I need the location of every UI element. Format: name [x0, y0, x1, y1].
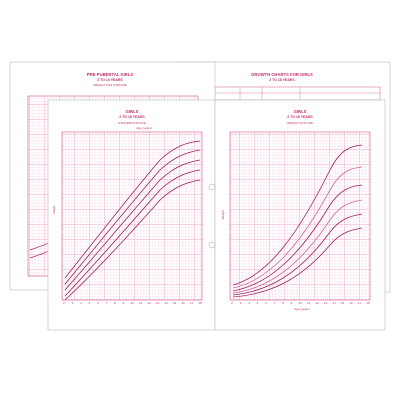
x-tick-label: 7: [106, 301, 108, 305]
x-tick-label: 8: [282, 301, 284, 305]
x-tick-label: 12: [315, 301, 319, 305]
x-tick-label: 2: [231, 301, 233, 305]
x-tick-label: 18: [198, 301, 202, 305]
x-tick-label: 17: [358, 301, 362, 305]
x-tick-label: 7: [274, 301, 276, 305]
x-tick-label: 11: [307, 301, 310, 305]
x-tick-label: 5: [89, 301, 91, 305]
subtitle: 2 TO 18 YEARS: [119, 115, 145, 119]
axis-label: Height: [52, 205, 56, 214]
x-tick-label: 13: [324, 301, 328, 305]
x-tick-label: 10: [298, 301, 302, 305]
x-tick-label: 10: [130, 301, 134, 305]
x-tick-label: 12: [147, 301, 151, 305]
x-tick-label: 5: [257, 301, 259, 305]
title: GIRLS: [126, 109, 139, 114]
front-left-sheet: GIRLS 2 TO 18 YEARS STATURE FOR AGE Age …: [47, 99, 216, 331]
x-tick-label: 15: [341, 301, 345, 305]
subtitle: 2 TO 18 YEARS: [287, 115, 313, 119]
chart-name: WEIGHT FOR STATURE: [93, 83, 127, 87]
subtitle: 2 TO 18 YEARS: [269, 78, 295, 82]
x-tick-label: 16: [181, 301, 185, 305]
x-tick-label: 14: [332, 301, 336, 305]
x-tick-label: 9: [291, 301, 293, 305]
x-tick-label: 11: [139, 301, 142, 305]
chart-name: WEIGHT FOR AGE: [287, 121, 313, 125]
chart-name: STATURE FOR AGE: [118, 121, 146, 125]
front-right-sheet: GIRLS 2 TO 18 YEARS WEIGHT FOR AGE Age (…: [208, 99, 386, 331]
x-tick-label: 15: [173, 301, 177, 305]
x-tick-label: 6: [97, 301, 99, 305]
x-tick-label: 6: [265, 301, 267, 305]
title: GIRLS: [294, 109, 307, 114]
x-tick-label: 14: [164, 301, 168, 305]
axis-label: Age (years): [294, 307, 310, 311]
x-tick-labels: 2 3 4 5 6 7 8 9 10 11 12 13 14 15 16 17 18: [63, 301, 202, 305]
x-tick-label: 16: [349, 301, 353, 305]
x-tick-label: 13: [156, 301, 160, 305]
x-tick-label: 9: [123, 301, 125, 305]
x-tick-labels: 2 3 4 5 6 7 8 9 10 11 12 13 14 15 16 17 18: [231, 301, 370, 305]
subtitle: 2 TO 10 YEARS: [97, 78, 123, 82]
x-tick-label: 4: [248, 301, 250, 305]
x-tick-label: 4: [80, 301, 82, 305]
title: PRE-PUBERTAL GIRLS: [87, 72, 134, 77]
x-tick-label: 17: [190, 301, 194, 305]
axis-label: Age (years): [136, 126, 152, 130]
x-tick-label: 8: [114, 301, 116, 305]
x-tick-label: 18: [366, 301, 370, 305]
x-tick-label: 3: [72, 301, 74, 305]
title: GROWTH CHARTS FOR GIRLS: [251, 72, 313, 77]
x-tick-label: 2: [63, 301, 65, 305]
axis-label: Weight: [221, 210, 225, 219]
x-tick-label: 3: [240, 301, 242, 305]
